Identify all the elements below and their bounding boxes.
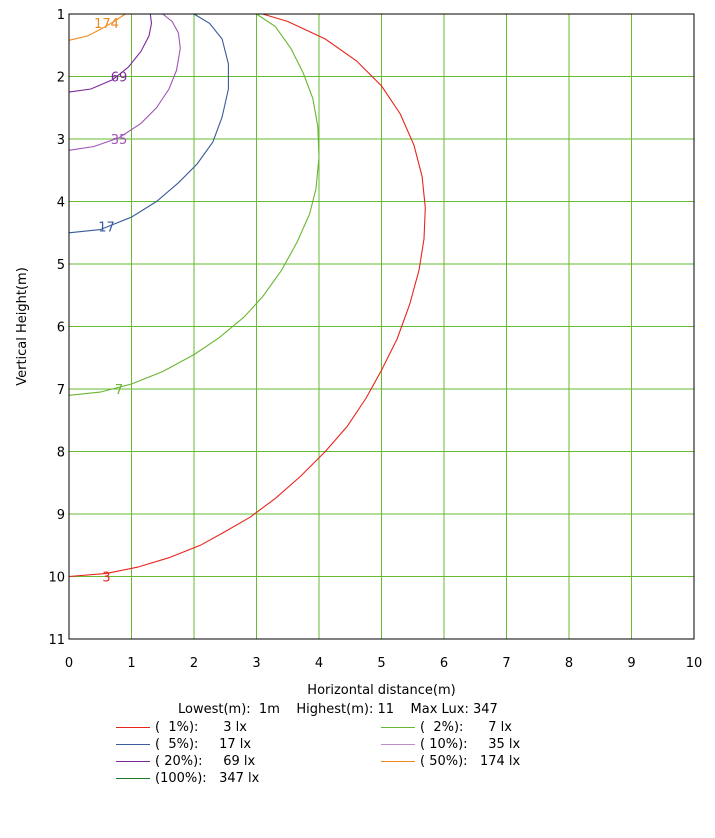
- y-axis-title: Vertical Height(m): [15, 267, 30, 386]
- legend-item-5pct: ( 5%): 17 lx: [116, 736, 251, 753]
- x-tick-label: 4: [315, 656, 323, 671]
- contour-label-35: 35: [111, 133, 128, 148]
- legend-swatch: [116, 778, 150, 779]
- y-tick-label: 10: [48, 571, 65, 586]
- legend: Lowest(m): 1m Highest(m): 11 Max Lux: 34…: [0, 702, 715, 837]
- x-tick-label: 10: [686, 656, 703, 671]
- legend-item-20pct: ( 20%): 69 lx: [116, 753, 255, 770]
- y-tick-label: 11: [48, 633, 65, 648]
- legend-swatch: [381, 761, 415, 762]
- legend-swatch: [116, 761, 150, 762]
- x-axis-title: Horizontal distance(m): [307, 683, 455, 698]
- legend-label: ( 10%): 35 lx: [420, 737, 521, 752]
- y-tick-label: 3: [57, 133, 65, 148]
- y-tick-label: 8: [57, 446, 65, 461]
- contour-lines: [68, 13, 426, 578]
- x-tick-label: 7: [502, 656, 510, 671]
- contour-line-35: [68, 13, 181, 151]
- legend-label: ( 20%): 69 lx: [155, 754, 256, 769]
- tick-labels: 0 1 2 3 4 5 6 7 8 9 10 1 2 3 4 5 6 7 8 9 10 11: [48, 8, 702, 671]
- x-tick-label: 6: [440, 656, 448, 671]
- y-tick-label: 9: [57, 508, 65, 523]
- legend-swatch: [381, 727, 415, 728]
- legend-swatch: [381, 744, 415, 745]
- contour-line-3: [68, 13, 426, 578]
- contour-label-17: 17: [98, 221, 115, 236]
- x-tick-label: 3: [252, 656, 260, 671]
- y-tick-label: 6: [57, 321, 65, 336]
- x-tick-label: 2: [190, 656, 198, 671]
- legend-swatch: [116, 727, 150, 728]
- legend-swatch: [116, 744, 150, 745]
- legend-label: ( 1%): 3 lx: [155, 720, 247, 735]
- x-tick-label: 1: [127, 656, 135, 671]
- x-tick-label: 0: [65, 656, 73, 671]
- contour-label-69: 69: [111, 71, 128, 86]
- x-tick-label: 8: [565, 656, 573, 671]
- y-tick-label: 4: [57, 196, 65, 211]
- legend-label: ( 2%): 7 lx: [420, 720, 512, 735]
- plot-frame: [68, 13, 695, 640]
- legend-label: ( 5%): 17 lx: [155, 737, 252, 752]
- x-tick-label: 5: [377, 656, 385, 671]
- legend-item-10pct: ( 10%): 35 lx: [381, 736, 520, 753]
- contour-line-69: [68, 13, 153, 93]
- legend-item-2pct: ( 2%): 7 lx: [381, 719, 512, 736]
- contour-label-174: 174: [94, 17, 119, 32]
- contour-line-17: [68, 13, 229, 234]
- contour-label-7: 7: [115, 383, 123, 398]
- y-tick-label: 1: [57, 8, 65, 23]
- contour-line-174: [68, 13, 126, 41]
- legend-label: ( 50%): 174 lx: [420, 754, 521, 769]
- y-tick-label: 5: [57, 258, 65, 273]
- contour-line-7: [68, 13, 320, 396]
- y-tick-label: 7: [57, 383, 65, 398]
- grid: [68, 13, 695, 640]
- x-tick-label: 9: [627, 656, 635, 671]
- legend-item-50pct: ( 50%): 174 lx: [381, 753, 520, 770]
- legend-item-100pct: (100%): 347 lx: [116, 770, 259, 787]
- legend-label: (100%): 347 lx: [155, 771, 260, 786]
- contour-labels: 174 69 35 17 7 3: [94, 17, 127, 586]
- y-tick-label: 2: [57, 71, 65, 86]
- chart: 174 69 35 17 7 3 0 1 2 3 4 5 6 7 8 9 10 1 2 3 4 5 6 7 8 9 10 11 Ho…: [15, 8, 702, 698]
- legend-item-1pct: ( 1%): 3 lx: [116, 719, 247, 736]
- contour-label-3: 3: [102, 571, 110, 586]
- legend-header: Lowest(m): 1m Highest(m): 11 Max Lux: 34…: [178, 702, 498, 717]
